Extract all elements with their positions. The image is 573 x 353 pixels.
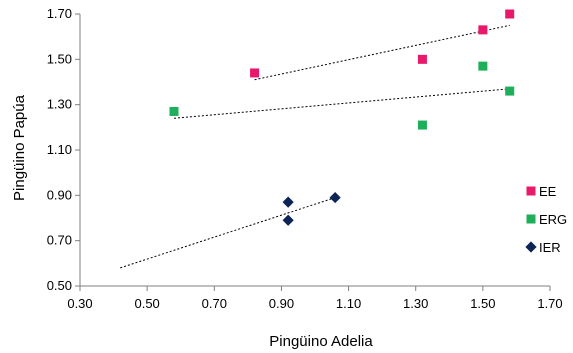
y-tick-label: 0.50 xyxy=(47,278,72,293)
x-tick-label: 0.70 xyxy=(202,296,227,311)
point-ee xyxy=(250,68,260,78)
y-axis-title: Pingüino Papúa xyxy=(11,94,28,201)
point-erg xyxy=(417,120,427,130)
point-ee xyxy=(478,25,488,35)
point-ier xyxy=(282,196,294,208)
x-tick-label: 1.30 xyxy=(403,296,428,311)
data-points xyxy=(169,9,515,226)
legend-label-ier: IER xyxy=(539,240,561,255)
point-erg xyxy=(169,106,179,116)
point-ee xyxy=(417,54,427,64)
trendlines xyxy=(120,24,510,269)
y-tick-label: 1.70 xyxy=(47,6,72,21)
x-tick-label: 1.10 xyxy=(336,296,361,311)
legend-marker-ee xyxy=(526,186,536,196)
trendline-ier xyxy=(120,197,336,269)
point-erg xyxy=(478,61,488,71)
y-axis-ticks: 0.50 0.70 0.90 1.10 1.30 1.50 1.70 xyxy=(47,6,80,293)
legend-label-erg: ERG xyxy=(539,212,567,227)
x-tick-label: 1.70 xyxy=(537,296,562,311)
x-tick-label: 0.30 xyxy=(67,296,92,311)
y-tick-label: 0.90 xyxy=(47,187,72,202)
legend-marker-ier xyxy=(525,241,537,253)
trendline-ee xyxy=(254,24,510,81)
x-axis-title: Pingüino Adelia xyxy=(269,333,373,350)
x-tick-label: 1.50 xyxy=(470,296,495,311)
trendline-erg xyxy=(173,88,510,119)
x-axis-ticks: 0.30 0.50 0.70 0.90 1.10 1.30 1.50 1.70 xyxy=(67,286,563,311)
point-ier xyxy=(282,214,294,226)
y-tick-label: 1.50 xyxy=(47,51,72,66)
y-tick-label: 1.10 xyxy=(47,142,72,157)
legend: EE ERG IER xyxy=(525,184,567,255)
legend-marker-erg xyxy=(526,214,536,224)
point-erg xyxy=(505,86,515,96)
point-ier xyxy=(329,192,341,204)
axes xyxy=(79,14,550,287)
x-tick-label: 0.90 xyxy=(269,296,294,311)
point-ee xyxy=(505,9,515,19)
x-tick-label: 0.50 xyxy=(134,296,159,311)
y-tick-label: 0.70 xyxy=(47,233,72,248)
legend-label-ee: EE xyxy=(539,184,557,199)
y-tick-label: 1.30 xyxy=(47,97,72,112)
